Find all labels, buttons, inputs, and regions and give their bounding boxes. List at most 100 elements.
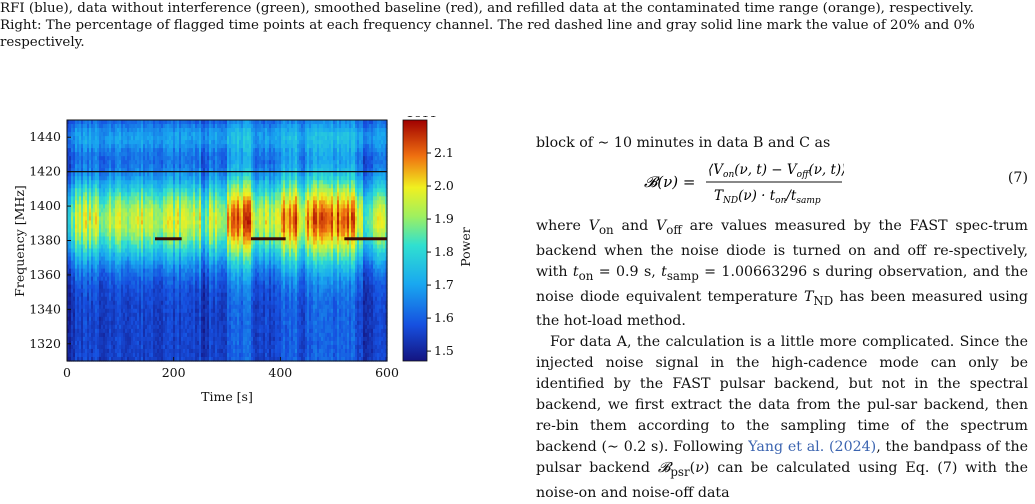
heatmap-cell	[195, 136, 198, 141]
heatmap-cell	[95, 228, 98, 234]
heatmap-cell	[85, 312, 88, 318]
heatmap-cell	[67, 200, 70, 205]
heatmap-cell	[77, 120, 80, 125]
heatmap-cell	[75, 240, 78, 246]
heatmap-cell	[137, 292, 140, 298]
heatmap-cell	[213, 320, 216, 326]
heatmap-cell	[81, 256, 84, 262]
heatmap-cell	[229, 124, 232, 129]
heatmap-cell	[109, 156, 112, 161]
heatmap-cell	[75, 132, 78, 137]
heatmap-cell	[213, 324, 216, 330]
heatmap-cell	[179, 352, 182, 358]
heatmap-cell	[101, 176, 104, 181]
heatmap-cell	[177, 348, 180, 354]
heatmap-cell	[125, 172, 128, 177]
heatmap-cell	[107, 264, 110, 270]
heatmap-cell	[211, 204, 214, 209]
heatmap-cell	[107, 220, 110, 226]
heatmap-cell	[161, 252, 164, 258]
heatmap-cell	[129, 340, 132, 346]
heatmap-cell	[221, 268, 224, 274]
heatmap-cell	[181, 312, 184, 318]
heatmap-cell	[219, 312, 222, 318]
heatmap-cell	[97, 144, 100, 149]
heatmap-cell	[203, 132, 206, 137]
heatmap-cell	[147, 244, 150, 250]
heatmap-cell	[103, 188, 106, 193]
heatmap-cell	[87, 284, 90, 290]
heatmap-cell	[197, 272, 200, 278]
heatmap-cell	[149, 352, 152, 358]
heatmap-cell	[83, 224, 86, 230]
heatmap-cell	[71, 236, 74, 242]
heatmap-cell	[105, 136, 108, 141]
heatmap-cell	[115, 240, 118, 246]
heatmap-cell	[133, 332, 136, 338]
heatmap-cell	[225, 260, 228, 266]
heatmap-cell	[225, 332, 228, 338]
heatmap-cell	[211, 236, 214, 242]
heatmap-cell	[173, 328, 176, 334]
heatmap-cell	[187, 252, 190, 258]
heatmap-cell	[83, 136, 86, 141]
heatmap-cell	[189, 220, 192, 226]
heatmap-cell	[177, 200, 180, 205]
heatmap-cell	[75, 124, 78, 129]
heatmap-cell	[133, 328, 136, 334]
heatmap-cell	[151, 244, 154, 250]
heatmap-cell	[111, 248, 114, 254]
heatmap-cell	[209, 216, 212, 222]
heatmap-cell	[223, 140, 226, 145]
heatmap-cell	[73, 204, 76, 209]
heatmap-cell	[147, 292, 150, 298]
heatmap-cell	[115, 136, 118, 141]
heatmap-cell	[115, 208, 118, 213]
heatmap-cell	[197, 348, 200, 354]
heatmap-cell	[199, 296, 202, 302]
heatmap-cell	[67, 324, 70, 330]
heatmap-cell	[103, 304, 106, 310]
heatmap-cell	[77, 268, 80, 274]
heatmap-cell	[109, 228, 112, 234]
heatmap-cell	[107, 304, 110, 310]
heatmap-cell	[79, 308, 82, 314]
heatmap-cell	[141, 136, 144, 141]
heatmap-cell	[73, 192, 76, 197]
heatmap-cell	[223, 228, 226, 234]
heatmap-cell	[147, 216, 150, 222]
heatmap-cell	[231, 300, 234, 306]
heatmap-cell	[107, 256, 110, 262]
heatmap-cell	[73, 208, 76, 213]
heatmap-cell	[159, 312, 162, 318]
heatmap-cell	[103, 232, 106, 238]
heatmap-cell	[165, 224, 168, 230]
heatmap-cell	[187, 224, 190, 230]
heatmap-cell	[179, 192, 182, 197]
heatmap-cell	[155, 172, 158, 177]
heatmap-cell	[163, 140, 166, 145]
heatmap-cell	[97, 232, 100, 238]
heatmap-cell	[145, 188, 148, 193]
heatmap-cell	[125, 276, 128, 282]
heatmap-cell	[131, 180, 134, 185]
heatmap-cell	[153, 128, 156, 133]
heatmap-cell	[127, 232, 130, 238]
heatmap-cell	[91, 156, 94, 161]
heatmap-cell	[213, 172, 216, 177]
heatmap-cell	[91, 144, 94, 149]
heatmap-cell	[79, 232, 82, 238]
heatmap-cell	[115, 260, 118, 266]
heatmap-cell	[209, 244, 212, 250]
heatmap-cell	[129, 196, 132, 201]
heatmap-cell	[181, 248, 184, 254]
heatmap-cell	[127, 212, 130, 217]
heatmap-cell	[129, 228, 132, 234]
heatmap-cell	[223, 348, 226, 354]
heatmap-cell	[161, 312, 164, 318]
heatmap-cell	[181, 188, 184, 193]
heatmap-cell	[111, 220, 114, 226]
heatmap-cell	[213, 248, 216, 254]
heatmap-cell	[179, 340, 182, 346]
heatmap-cell	[85, 204, 88, 209]
